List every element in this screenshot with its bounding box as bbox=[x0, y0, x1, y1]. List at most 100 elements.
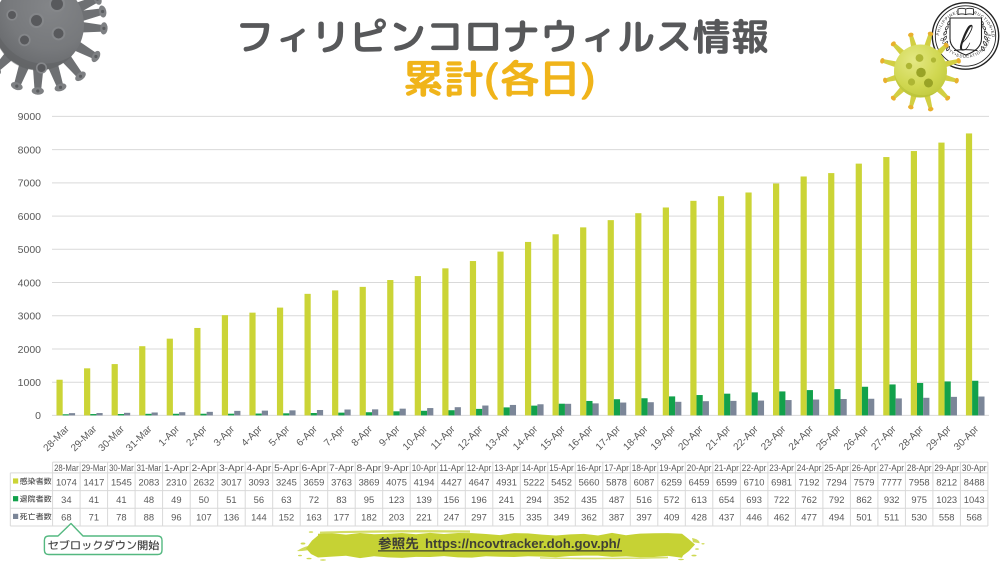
svg-text:0: 0 bbox=[35, 410, 41, 422]
svg-text:95: 95 bbox=[364, 494, 374, 505]
svg-text:4194: 4194 bbox=[414, 476, 435, 487]
svg-text:4-Apr: 4-Apr bbox=[247, 463, 272, 474]
svg-text:1545: 1545 bbox=[111, 476, 132, 487]
svg-text:144: 144 bbox=[251, 512, 267, 523]
svg-text:22-Apr: 22-Apr bbox=[742, 463, 767, 474]
svg-text:88: 88 bbox=[144, 512, 154, 523]
svg-text:25-Apr: 25-Apr bbox=[824, 463, 849, 474]
svg-text:1043: 1043 bbox=[964, 494, 985, 505]
svg-text:28-Mar: 28-Mar bbox=[54, 463, 79, 474]
svg-text:156: 156 bbox=[444, 494, 460, 505]
svg-text:6259: 6259 bbox=[661, 476, 682, 487]
svg-text:297: 297 bbox=[471, 512, 487, 523]
svg-text:1000: 1000 bbox=[18, 377, 42, 389]
svg-text:4931: 4931 bbox=[496, 476, 517, 487]
svg-text:349: 349 bbox=[554, 512, 570, 523]
svg-text:2310: 2310 bbox=[166, 476, 187, 487]
svg-text:792: 792 bbox=[829, 494, 845, 505]
svg-text:435: 435 bbox=[581, 494, 597, 505]
svg-text:8212: 8212 bbox=[936, 476, 957, 487]
svg-text:397: 397 bbox=[636, 512, 652, 523]
svg-text:50: 50 bbox=[199, 494, 209, 505]
svg-text:3245: 3245 bbox=[276, 476, 297, 487]
svg-text:3017: 3017 bbox=[221, 476, 242, 487]
svg-text:3093: 3093 bbox=[248, 476, 269, 487]
svg-text:8-Apr: 8-Apr bbox=[357, 463, 382, 474]
svg-text:163: 163 bbox=[306, 512, 322, 523]
svg-text:83: 83 bbox=[336, 494, 346, 505]
svg-text:19-Apr: 19-Apr bbox=[659, 463, 684, 474]
svg-text:501: 501 bbox=[856, 512, 872, 523]
svg-text:30-Apr: 30-Apr bbox=[962, 463, 987, 474]
svg-text:3869: 3869 bbox=[359, 476, 380, 487]
svg-text:12-Apr: 12-Apr bbox=[467, 463, 492, 474]
svg-text:14-Apr: 14-Apr bbox=[522, 463, 547, 474]
svg-text:29-Mar: 29-Mar bbox=[82, 463, 107, 474]
svg-text:352: 352 bbox=[554, 494, 570, 505]
svg-text:932: 932 bbox=[884, 494, 900, 505]
svg-text:3-Apr: 3-Apr bbox=[219, 463, 244, 474]
svg-text:9000: 9000 bbox=[18, 111, 42, 123]
svg-text:56: 56 bbox=[254, 494, 264, 505]
svg-text:28-Apr: 28-Apr bbox=[907, 463, 932, 474]
svg-text:4075: 4075 bbox=[386, 476, 407, 487]
svg-text:568: 568 bbox=[966, 512, 982, 523]
svg-text:7-Apr: 7-Apr bbox=[329, 463, 354, 474]
svg-text:2-Apr: 2-Apr bbox=[192, 463, 217, 474]
svg-text:26-Apr: 26-Apr bbox=[852, 463, 877, 474]
svg-text:387: 387 bbox=[609, 512, 625, 523]
svg-text:446: 446 bbox=[746, 512, 762, 523]
svg-text:409: 409 bbox=[664, 512, 680, 523]
svg-text:16-Apr: 16-Apr bbox=[577, 463, 602, 474]
svg-text:516: 516 bbox=[636, 494, 652, 505]
svg-text:24-Apr: 24-Apr bbox=[797, 463, 822, 474]
svg-text:975: 975 bbox=[911, 494, 927, 505]
svg-text:5452: 5452 bbox=[551, 476, 572, 487]
svg-text:7294: 7294 bbox=[826, 476, 847, 487]
svg-text:31-Mar: 31-Mar bbox=[137, 463, 162, 474]
svg-text:177: 177 bbox=[334, 512, 350, 523]
svg-text:107: 107 bbox=[196, 512, 212, 523]
svg-text:511: 511 bbox=[884, 512, 899, 523]
svg-text:477: 477 bbox=[801, 512, 817, 523]
svg-text:78: 78 bbox=[116, 512, 126, 523]
svg-text:63: 63 bbox=[281, 494, 291, 505]
svg-text:49: 49 bbox=[171, 494, 181, 505]
svg-text:48: 48 bbox=[144, 494, 154, 505]
svg-text:136: 136 bbox=[224, 512, 240, 523]
svg-text:428: 428 bbox=[691, 512, 707, 523]
svg-text:71: 71 bbox=[89, 512, 99, 523]
svg-text:182: 182 bbox=[361, 512, 377, 523]
svg-text:20-Apr: 20-Apr bbox=[687, 463, 712, 474]
svg-text:494: 494 bbox=[829, 512, 845, 523]
svg-text:2632: 2632 bbox=[193, 476, 214, 487]
svg-text:362: 362 bbox=[581, 512, 597, 523]
svg-text:17-Apr: 17-Apr bbox=[604, 463, 629, 474]
svg-text:10-Apr: 10-Apr bbox=[412, 463, 437, 474]
svg-text:6-Apr: 6-Apr bbox=[302, 463, 327, 474]
svg-text:8488: 8488 bbox=[964, 476, 985, 487]
svg-text:7958: 7958 bbox=[909, 476, 930, 487]
svg-text:41: 41 bbox=[116, 494, 126, 505]
svg-text:3659: 3659 bbox=[303, 476, 324, 487]
svg-text:41: 41 bbox=[89, 494, 99, 505]
svg-text:247: 247 bbox=[444, 512, 460, 523]
svg-text:68: 68 bbox=[61, 512, 71, 523]
svg-text:18-Apr: 18-Apr bbox=[632, 463, 657, 474]
svg-text:3000: 3000 bbox=[18, 311, 42, 323]
svg-text:51: 51 bbox=[226, 494, 236, 505]
svg-text:241: 241 bbox=[499, 494, 515, 505]
svg-text:6599: 6599 bbox=[716, 476, 737, 487]
svg-text:315: 315 bbox=[499, 512, 515, 523]
svg-text:762: 762 bbox=[801, 494, 817, 505]
svg-text:613: 613 bbox=[691, 494, 707, 505]
svg-text:6087: 6087 bbox=[634, 476, 655, 487]
svg-text:335: 335 bbox=[526, 512, 542, 523]
svg-text:1-Apr: 1-Apr bbox=[164, 463, 189, 474]
svg-text:15-Apr: 15-Apr bbox=[549, 463, 574, 474]
svg-text:6459: 6459 bbox=[689, 476, 710, 487]
svg-text:72: 72 bbox=[309, 494, 319, 505]
svg-text:7000: 7000 bbox=[18, 178, 42, 190]
svg-text:https://ncovtracker.doh.gov.ph: https://ncovtracker.doh.gov.ph/ bbox=[425, 536, 621, 551]
svg-text:437: 437 bbox=[719, 512, 735, 523]
